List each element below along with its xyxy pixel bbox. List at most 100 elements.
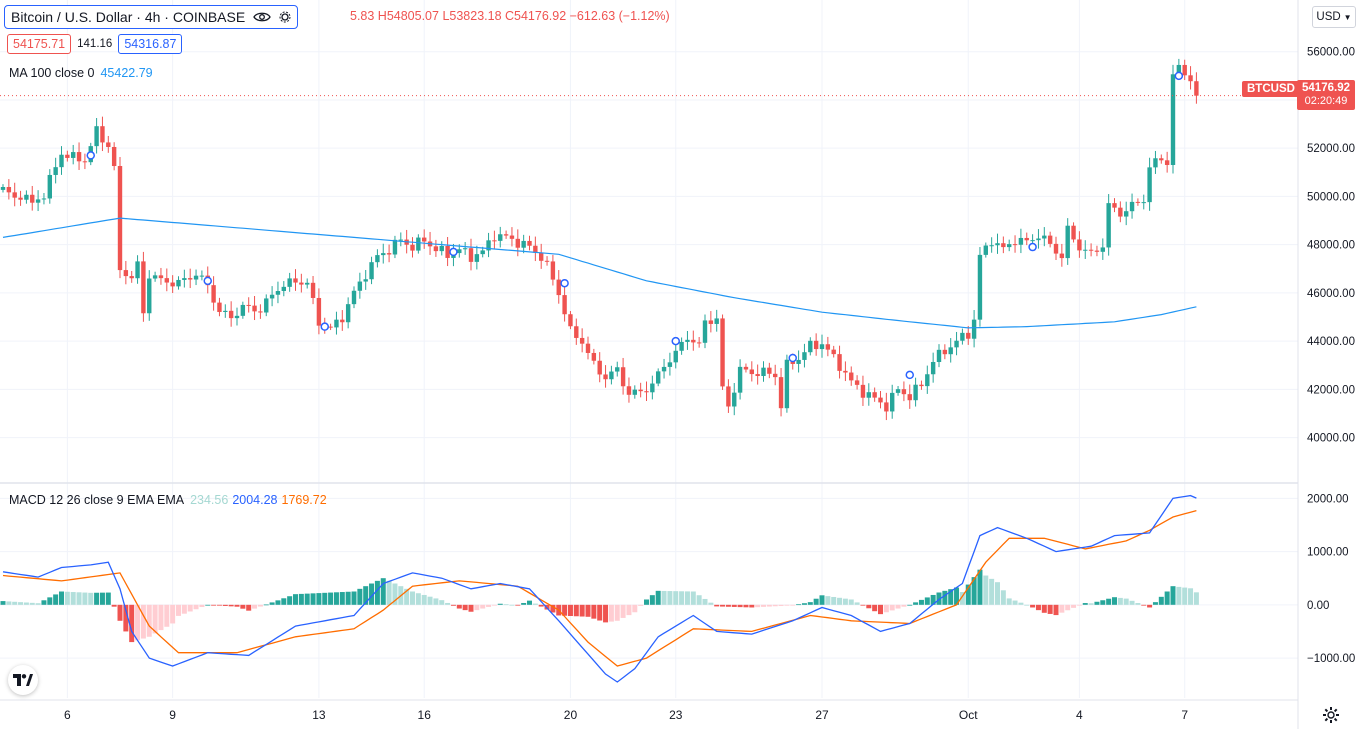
histogram-bar: [532, 603, 538, 605]
histogram-bar: [1158, 596, 1164, 605]
histogram-bar: [456, 604, 462, 609]
currency-selector[interactable]: USD ▼: [1312, 6, 1356, 28]
candle: [743, 366, 749, 370]
ma-legend[interactable]: MA 100 close 0 45422.79: [9, 66, 153, 80]
candle: [556, 279, 561, 296]
histogram-bar: [369, 583, 375, 605]
event-marker: [1028, 242, 1037, 252]
histogram-bar: [913, 602, 919, 605]
symbol-legend[interactable]: Bitcoin / U.S. Dollar · 4h · COINBASE: [4, 5, 299, 29]
histogram-bar: [971, 577, 977, 605]
candle: [533, 245, 538, 253]
histogram-bar: [1006, 598, 1012, 605]
macd-legend[interactable]: MACD 12 26 close 9 EMA EMA 234.56 2004.28 1…: [9, 493, 327, 507]
histogram-bar: [357, 588, 363, 605]
last-price-value: 54176.92: [1302, 82, 1350, 94]
histogram-bar: [942, 590, 948, 605]
settings-icon[interactable]: [1321, 705, 1341, 725]
candle: [486, 240, 491, 251]
candle: [737, 366, 743, 393]
candle: [193, 275, 199, 280]
histogram-bar: [907, 604, 913, 606]
candle: [252, 305, 257, 312]
candle: [76, 152, 82, 162]
histogram-bar: [1076, 604, 1082, 606]
candle: [983, 245, 988, 255]
candle: [954, 340, 959, 348]
histogram-bar: [784, 604, 790, 606]
candle: [445, 245, 450, 258]
candle: [1159, 158, 1164, 161]
histogram-bar: [6, 601, 12, 605]
settings-icon[interactable]: [279, 11, 291, 23]
histogram-bar: [310, 593, 316, 605]
histogram-bar: [1082, 603, 1088, 605]
eye-icon[interactable]: [253, 11, 271, 23]
histogram-bar: [193, 604, 199, 610]
candle: [1001, 243, 1006, 248]
candle: [357, 281, 363, 291]
candle: [59, 154, 64, 168]
histogram-bar: [725, 604, 731, 607]
histogram-bar: [328, 592, 334, 605]
candle: [661, 366, 667, 372]
candle: [369, 262, 374, 280]
sell-button[interactable]: 54175.71: [7, 34, 72, 54]
histogram-bar: [690, 591, 696, 605]
symbol-title[interactable]: Bitcoin / U.S. Dollar · 4h · COINBASE: [11, 9, 246, 25]
histogram-bar: [322, 592, 328, 605]
candle: [901, 389, 907, 395]
tradingview-logo-icon[interactable]: [8, 665, 38, 695]
candle: [615, 367, 620, 372]
histogram-bar: [831, 596, 837, 605]
candle: [0, 187, 6, 190]
histogram-bar: [1088, 603, 1094, 605]
candle: [416, 237, 421, 251]
candle: [363, 279, 368, 282]
buy-button[interactable]: 54316.87: [118, 34, 183, 54]
candle: [1153, 158, 1158, 168]
histogram-bar: [304, 593, 310, 605]
histogram-bar: [269, 602, 275, 605]
last-symbol-tag: BTCUSD: [1242, 81, 1300, 97]
histogram-bar: [205, 604, 211, 606]
candle: [316, 297, 322, 326]
histogram-bar: [257, 604, 263, 607]
candle: [35, 199, 41, 203]
histogram-bar: [1193, 592, 1199, 605]
histogram-bar: [76, 592, 82, 605]
histogram-bar: [597, 604, 603, 621]
histogram-bar: [392, 583, 398, 605]
candle: [345, 304, 351, 323]
candle: [170, 282, 175, 287]
candle: [825, 344, 831, 350]
candle: [176, 279, 181, 287]
histogram-bar: [766, 604, 772, 607]
candle: [71, 152, 76, 158]
candle: [1088, 249, 1094, 251]
histogram-bar: [1135, 603, 1141, 605]
candle: [287, 278, 292, 287]
candle: [1129, 201, 1135, 212]
histogram-bar: [644, 599, 649, 605]
histogram-bar: [450, 604, 456, 606]
histogram-bar: [807, 602, 813, 605]
candle: [942, 349, 948, 355]
histogram-bar: [439, 600, 445, 605]
candle: [579, 337, 585, 344]
last-price-tag: 54176.92 02:20:49: [1297, 80, 1355, 110]
candle: [1024, 237, 1029, 241]
histogram-bar: [509, 604, 515, 606]
histogram-bar: [948, 589, 954, 605]
candle: [696, 342, 702, 344]
histogram-bar: [410, 591, 415, 605]
candle: [591, 352, 597, 361]
histogram-bar: [1141, 604, 1147, 606]
histogram-bar: [579, 604, 585, 617]
histogram-bar: [632, 604, 638, 613]
histogram-bar: [778, 604, 784, 606]
macd-histogram: [0, 569, 1199, 643]
histogram-bar: [374, 580, 380, 605]
histogram-bar: [761, 604, 766, 607]
